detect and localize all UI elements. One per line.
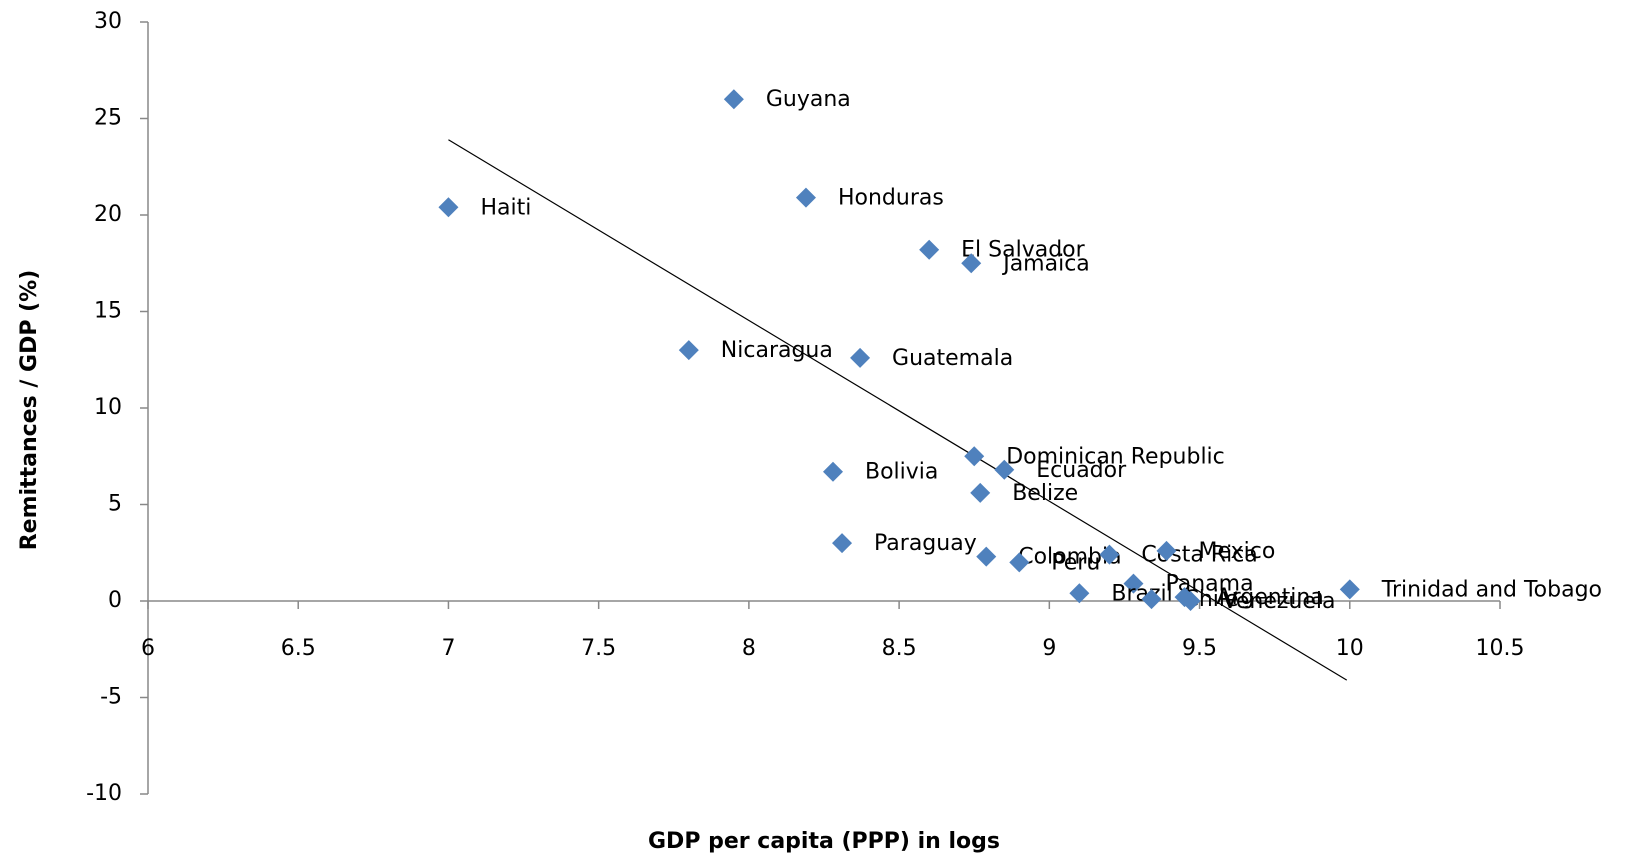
point [961,253,982,274]
point [970,482,991,503]
x-tick-label: 7.5 [581,636,616,661]
point [1009,552,1030,573]
point-label: Haiti [480,195,531,220]
x-tick-label: 9.5 [1182,636,1217,661]
point-label: Nicaragua [721,338,833,363]
x-tick-label: 6 [141,636,155,661]
point [723,89,744,110]
point-label: Ecuador [1036,458,1127,483]
x-tick-label: 7 [441,636,455,661]
trendline [448,139,1348,681]
y-tick-label: 0 [108,588,122,613]
point-label: Brazil [1111,581,1172,606]
x-axis-title: GDP per capita (PPP) in logs [648,829,1000,854]
y-tick-label: 15 [94,299,122,324]
point [1141,589,1162,610]
point-label: Mexico [1199,539,1276,564]
y-tick-label: 5 [108,492,122,517]
point-label: Guatemala [892,346,1013,371]
point-label: El Salvador [961,238,1085,263]
point [850,347,871,368]
point [438,197,459,218]
point [678,340,699,361]
y-tick-label: 30 [94,9,122,34]
x-tick-label: 6.5 [281,636,316,661]
y-tick-label: 25 [94,106,122,131]
x-tick-label: 8 [742,636,756,661]
point-label: Peru [1051,550,1100,575]
point [1180,591,1201,611]
point-label: Paraguay [874,531,977,556]
x-tick-label: 8.5 [882,636,917,661]
point [1339,579,1360,600]
point [832,533,853,554]
point [795,187,816,208]
point [1123,573,1144,594]
x-tick-label: 10 [1336,636,1364,661]
point-label: Bolivia [865,460,938,485]
x-tick-label: 9 [1042,636,1056,661]
point-label: Venezuela [1223,589,1336,614]
point [919,239,940,260]
point [976,546,997,567]
point [964,446,985,467]
point-label: Guyana [766,87,851,112]
y-tick-label: -5 [100,685,122,710]
y-tick-label: 10 [94,395,122,420]
x-tick-label: 10.5 [1476,636,1525,661]
point [823,461,844,482]
point-label: Dominican Republic [1006,444,1225,469]
y-axis-title: Remittances / GDP (%) [17,270,42,551]
point [994,459,1015,480]
point [1099,544,1120,565]
point-label: Argentina [1217,585,1324,610]
point-label: Honduras [838,186,944,211]
point-label: Jamaica [1001,251,1090,276]
y-tick-label: 20 [94,202,122,227]
y-tick-label: -10 [86,781,122,806]
point [1069,583,1090,604]
point-label: Trinidad and Tobago [1381,577,1602,602]
point [1156,540,1177,561]
point-label: Belize [1012,481,1078,506]
